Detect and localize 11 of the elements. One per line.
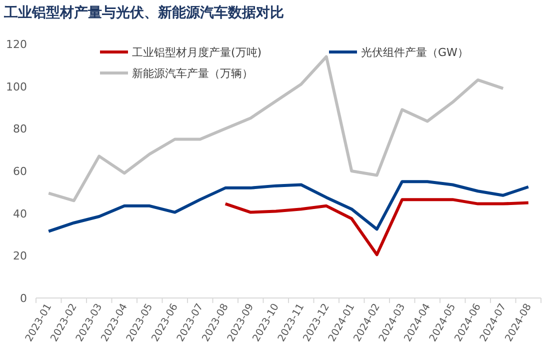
title: 工业铝型材产量与光伏、新能源汽车数据对比 (4, 5, 284, 21)
y-tick-label: 40 (13, 207, 27, 220)
legend-label: 工业铝型材月度产量(万吨) (132, 46, 262, 59)
y-tick-label: 60 (13, 165, 27, 178)
y-tick-label: 100 (6, 80, 27, 94)
legend-label: 新能源汽车产量（万辆） (132, 67, 253, 80)
y-tick-label: 20 (13, 250, 27, 263)
legend-label: 光伏组件产量（GW） (361, 46, 468, 59)
y-tick-label: 120 (6, 38, 27, 51)
y-tick-label: 80 (13, 122, 27, 136)
y-tick-label: 0 (20, 292, 27, 305)
